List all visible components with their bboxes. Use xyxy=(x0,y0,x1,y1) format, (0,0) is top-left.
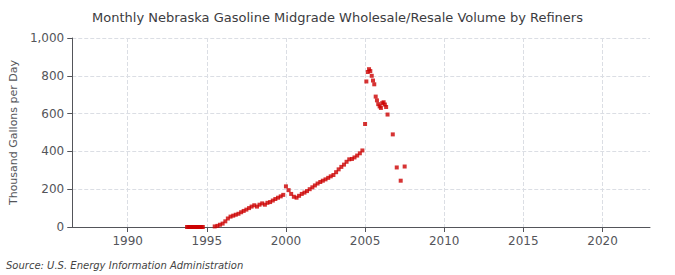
svg-text:Monthly Nebraska Gasoline Midg: Monthly Nebraska Gasoline Midgrade Whole… xyxy=(92,10,583,25)
svg-text:600: 600 xyxy=(41,107,64,121)
svg-text:800: 800 xyxy=(41,69,64,83)
svg-text:2005: 2005 xyxy=(350,234,381,248)
svg-text:2020: 2020 xyxy=(587,234,618,248)
svg-text:1995: 1995 xyxy=(192,234,223,248)
svg-text:2010: 2010 xyxy=(429,234,460,248)
svg-text:400: 400 xyxy=(41,144,64,158)
svg-text:2015: 2015 xyxy=(508,234,539,248)
svg-text:1,000: 1,000 xyxy=(30,31,64,45)
svg-text:1990: 1990 xyxy=(112,234,143,248)
svg-text:200: 200 xyxy=(41,182,64,196)
svg-text:Source: U.S. Energy Informatio: Source: U.S. Energy Information Administ… xyxy=(6,260,243,271)
svg-text:2000: 2000 xyxy=(271,234,302,248)
svg-text:0: 0 xyxy=(57,220,65,234)
svg-text:Thousand Gallons per Day: Thousand Gallons per Day xyxy=(7,59,20,206)
